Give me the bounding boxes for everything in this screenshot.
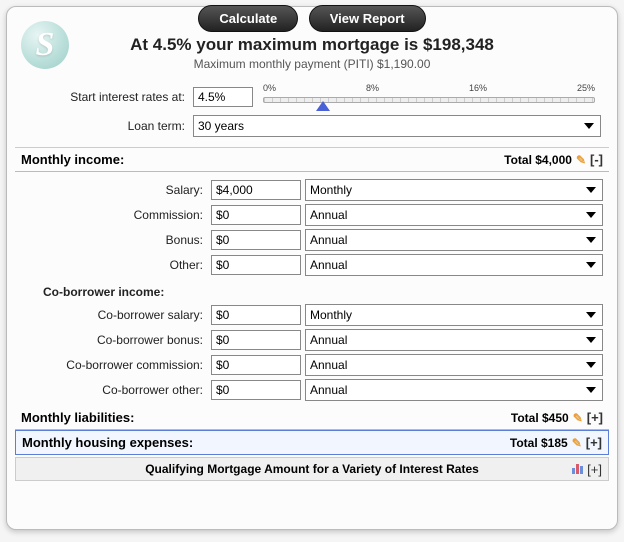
footer-bar: Qualifying Mortgage Amount for a Variety…	[15, 457, 609, 481]
income-label: Salary:	[21, 183, 211, 197]
coborrower-income-row: Co-borrower bonus: Annual	[21, 329, 603, 351]
income-frequency-select[interactable]: Annual	[305, 229, 603, 251]
slider-track	[263, 97, 595, 103]
coborrower-income-label: Co-borrower other:	[21, 383, 211, 397]
income-label: Bonus:	[21, 233, 211, 247]
top-button-bar: Calculate View Report	[7, 5, 617, 32]
slider-tick-labels: 0% 8% 16% 25%	[263, 83, 595, 93]
coborrower-income-label: Co-borrower bonus:	[21, 333, 211, 347]
coborrower-income-frequency-select[interactable]: Monthly	[305, 304, 603, 326]
slider-thumb[interactable]	[316, 101, 330, 111]
income-title: Monthly income:	[21, 152, 124, 167]
coborrower-income-frequency-select[interactable]: Annual	[305, 354, 603, 376]
pencil-icon[interactable]: ✎	[573, 411, 583, 425]
headline-text: At 4.5% your maximum mortgage is $198,34…	[15, 35, 609, 55]
view-report-button[interactable]: View Report	[309, 5, 426, 32]
coborrower-income-label: Co-borrower salary:	[21, 308, 211, 322]
income-row: Salary: Monthly	[21, 179, 603, 201]
income-value-input[interactable]	[211, 230, 301, 250]
coborrower-income-value-input[interactable]	[211, 330, 301, 350]
liabilities-title: Monthly liabilities:	[21, 410, 134, 425]
coborrower-income-row: Co-borrower other: Annual	[21, 379, 603, 401]
housing-toggle[interactable]: [+]	[586, 435, 602, 450]
income-toggle[interactable]: [-]	[590, 152, 603, 167]
rate-input[interactable]	[193, 87, 253, 107]
coborrower-income-frequency-select[interactable]: Annual	[305, 379, 603, 401]
liabilities-toggle[interactable]: [+]	[587, 410, 603, 425]
income-label: Commission:	[21, 208, 211, 222]
income-frequency-select[interactable]: Monthly	[305, 179, 603, 201]
income-frequency-select[interactable]: Annual	[305, 254, 603, 276]
footer-toggle[interactable]: [+]	[587, 462, 602, 477]
coborrower-income-value-input[interactable]	[211, 380, 301, 400]
slider-tick: 8%	[366, 83, 379, 93]
liabilities-section-header: Monthly liabilities: Total $450 ✎ [+]	[15, 406, 609, 430]
income-section-header: Monthly income: Total $4,000 ✎ [-]	[15, 148, 609, 172]
income-row: Commission: Annual	[21, 204, 603, 226]
term-label: Loan term:	[23, 119, 193, 133]
pencil-icon[interactable]: ✎	[576, 153, 586, 167]
footer-title: Qualifying Mortgage Amount for a Variety…	[145, 462, 479, 476]
income-frequency-select[interactable]: Annual	[305, 204, 603, 226]
coborrower-income-row: Co-borrower salary: Monthly	[21, 304, 603, 326]
bar-chart-icon[interactable]	[572, 463, 584, 477]
rate-label: Start interest rates at:	[23, 90, 193, 104]
income-row: Bonus: Annual	[21, 229, 603, 251]
income-row: Other: Annual	[21, 254, 603, 276]
calculate-button[interactable]: Calculate	[198, 5, 298, 32]
liabilities-total: Total $450	[511, 411, 569, 425]
income-value-input[interactable]	[211, 180, 301, 200]
coborrower-income-frequency-select[interactable]: Annual	[305, 329, 603, 351]
coborrower-income-label: Co-borrower commission:	[21, 358, 211, 372]
income-grid: Salary: Monthly Commission: Annual Bonus: Ann…	[15, 172, 609, 406]
housing-title: Monthly housing expenses:	[22, 435, 193, 450]
calculator-panel: Calculate View Report S At 4.5% your max…	[6, 6, 618, 530]
term-select[interactable]: 30 years	[193, 115, 601, 137]
income-value-input[interactable]	[211, 255, 301, 275]
subheadline-text: Maximum monthly payment (PITI) $1,190.00	[15, 57, 609, 71]
coborrower-income-value-input[interactable]	[211, 355, 301, 375]
housing-section-header: Monthly housing expenses: Total $185 ✎ […	[15, 430, 609, 455]
income-label: Other:	[21, 258, 211, 272]
housing-total: Total $185	[510, 436, 568, 450]
slider-tick: 16%	[469, 83, 487, 93]
pencil-icon[interactable]: ✎	[572, 436, 582, 450]
slider-tick: 0%	[263, 83, 276, 93]
income-value-input[interactable]	[211, 205, 301, 225]
income-total: Total $4,000	[504, 153, 572, 167]
coborrower-income-value-input[interactable]	[211, 305, 301, 325]
slider-tick: 25%	[577, 83, 595, 93]
coborrower-income-row: Co-borrower commission: Annual	[21, 354, 603, 376]
coborrower-subheading: Co-borrower income:	[21, 279, 603, 301]
rate-slider[interactable]: 0% 8% 16% 25%	[263, 83, 595, 111]
config-section: Start interest rates at: 0% 8% 16% 25% L…	[15, 83, 609, 148]
